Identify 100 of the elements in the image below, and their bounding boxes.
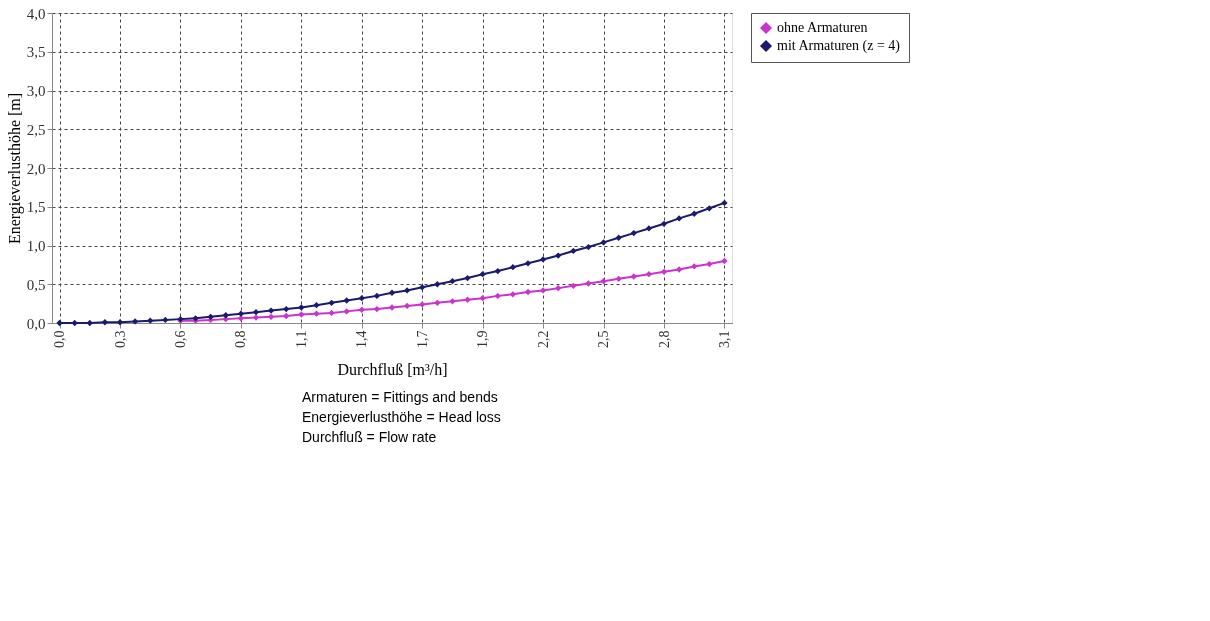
point: [524, 260, 532, 267]
point: [691, 263, 698, 270]
point: [131, 318, 139, 325]
point: [509, 264, 517, 271]
point: [388, 304, 396, 311]
point: [56, 319, 63, 327]
point: [343, 297, 350, 304]
point: [721, 257, 728, 265]
x-tick-label: 0,6: [172, 330, 188, 348]
point: [706, 205, 713, 212]
point: [434, 299, 441, 307]
point: [539, 287, 547, 294]
point: [585, 280, 592, 287]
point: [524, 288, 532, 296]
point: [449, 298, 456, 305]
point: [434, 281, 441, 288]
point: [101, 319, 109, 326]
x-tick-label: 2,8: [656, 330, 672, 348]
text: Armaturen = Fittings and bends: [302, 389, 498, 405]
point: [660, 220, 668, 227]
point: [252, 314, 260, 321]
point: [555, 284, 562, 292]
point: [630, 273, 637, 280]
point: [645, 225, 653, 232]
point: [403, 287, 411, 294]
legend-label: ohne Armaturen: [777, 20, 868, 35]
point: [570, 282, 577, 289]
point: [328, 309, 335, 317]
y-tick-label: 3,0: [26, 83, 46, 99]
point: [343, 308, 350, 315]
point: [222, 312, 229, 319]
point: [585, 243, 592, 251]
point: [373, 292, 381, 300]
point: [570, 247, 577, 255]
y-tick-label: 1,0: [26, 238, 46, 254]
point: [283, 305, 290, 313]
point: [237, 315, 245, 322]
point: [494, 267, 501, 275]
point: [539, 256, 547, 263]
y-tick-label: 2,0: [26, 160, 46, 177]
point: [328, 299, 335, 307]
x-tick-label: 2,2: [535, 330, 551, 348]
x-tick-label: 0,8: [233, 330, 249, 348]
point: [298, 311, 305, 318]
point: [615, 275, 622, 282]
y-tick-label: 4,0: [26, 5, 46, 22]
x-axis-title: Durchfluß [m³/h]: [337, 361, 448, 378]
point: [555, 252, 562, 259]
legend-label: mit Armaturen (z = 4): [777, 38, 901, 54]
y-axis-title: Energieverlusthöhe [m]: [5, 92, 24, 245]
point: [283, 312, 290, 320]
point: [479, 295, 486, 302]
point: [675, 215, 683, 222]
point: [116, 319, 124, 326]
point: [600, 239, 607, 246]
point: [509, 291, 517, 298]
point: [252, 308, 260, 316]
point: [600, 277, 607, 285]
text: Energieverlusthöhe = Head loss: [302, 409, 501, 425]
point: [449, 277, 456, 285]
y-tick-label: 1,5: [26, 199, 46, 216]
x-tick-label: 0,0: [52, 330, 68, 348]
x-tick-label: 1,9: [475, 330, 491, 348]
point: [706, 260, 713, 268]
point: [615, 234, 622, 241]
point: [147, 317, 154, 324]
y-tick-label: 2,5: [26, 121, 46, 138]
x-tick-label: 3,1: [716, 330, 732, 348]
point: [660, 268, 668, 276]
point: [479, 271, 486, 278]
point: [403, 302, 411, 310]
point: [388, 289, 396, 296]
point: [464, 274, 471, 282]
point: [464, 296, 471, 303]
point: [675, 266, 683, 273]
point: [162, 316, 169, 324]
point: [86, 319, 93, 327]
y-tick-label: 0,5: [26, 276, 46, 293]
point: [298, 304, 305, 311]
x-tick-label: 1,1: [293, 330, 309, 348]
point: [630, 229, 637, 237]
point: [419, 301, 426, 308]
point: [313, 310, 320, 317]
point: [419, 284, 426, 291]
point: [71, 319, 78, 327]
point: [237, 310, 245, 317]
point: [358, 306, 365, 313]
text: Durchfluß = Flow rate: [302, 429, 437, 445]
point: [373, 305, 381, 313]
point: [691, 210, 698, 217]
point: [721, 199, 728, 207]
x-tick-label: 1,7: [414, 330, 430, 348]
point: [645, 271, 653, 278]
point: [267, 313, 275, 320]
x-tick-label: 1,4: [354, 330, 370, 348]
point: [358, 295, 365, 302]
x-tick-label: 0,3: [112, 330, 128, 348]
point: [494, 292, 501, 300]
point: [267, 307, 275, 314]
y-tick-label: 3,5: [26, 44, 46, 61]
